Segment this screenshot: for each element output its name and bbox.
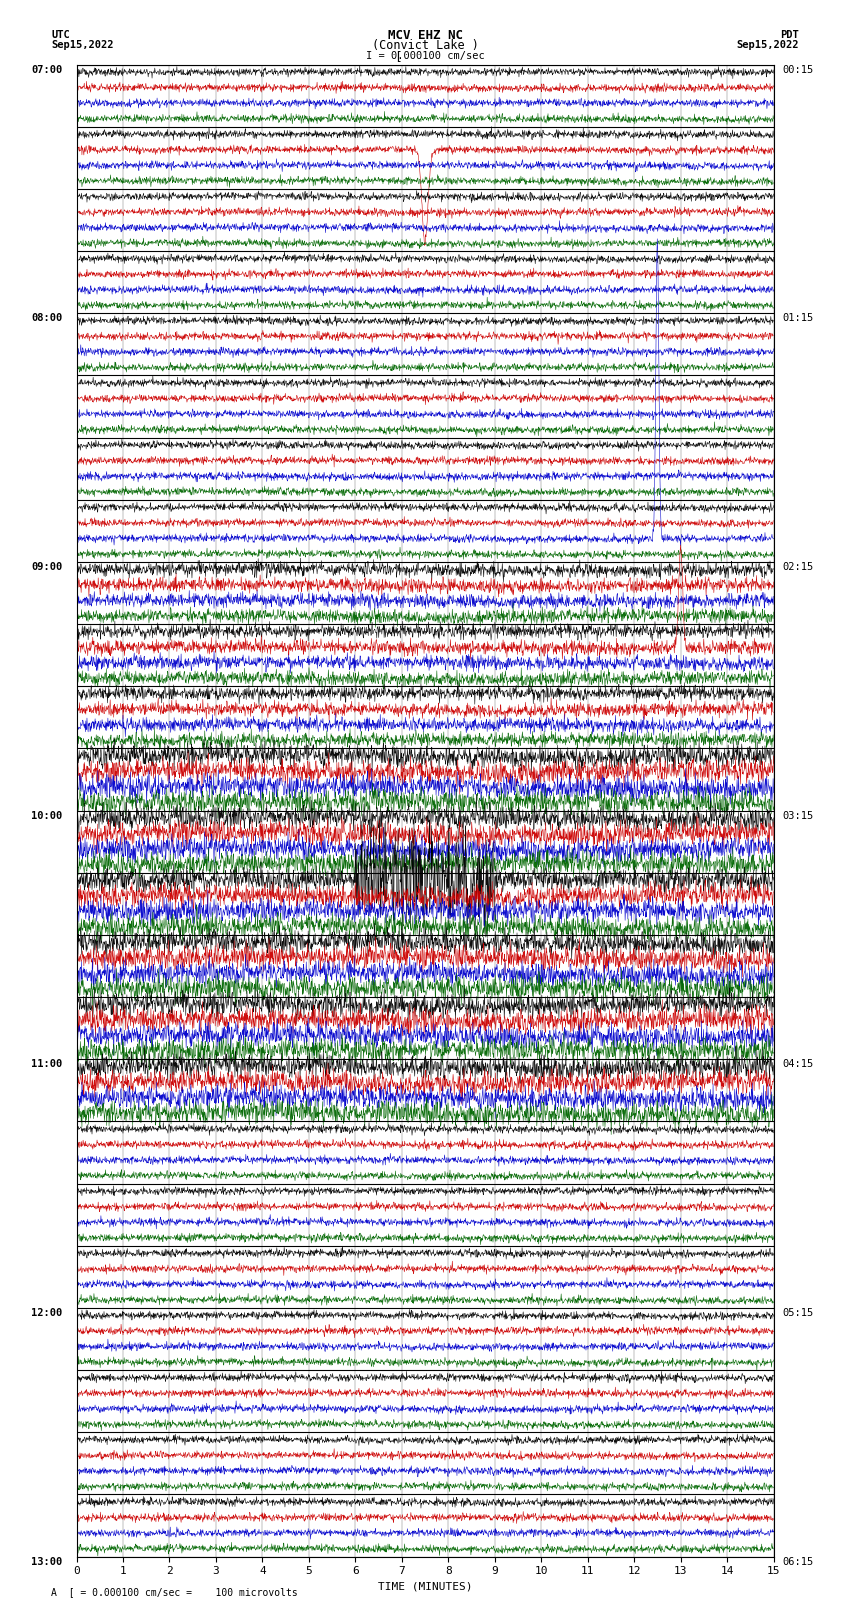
- Text: 06:15: 06:15: [783, 1557, 814, 1566]
- Text: 01:15: 01:15: [783, 313, 814, 323]
- Text: PDT: PDT: [780, 31, 799, 40]
- Text: Sep15,2022: Sep15,2022: [51, 40, 114, 50]
- Text: [: [: [394, 50, 401, 63]
- Text: 08:00: 08:00: [31, 313, 63, 323]
- X-axis label: TIME (MINUTES): TIME (MINUTES): [377, 1582, 473, 1592]
- Text: A  [ = 0.000100 cm/sec =    100 microvolts: A [ = 0.000100 cm/sec = 100 microvolts: [51, 1587, 298, 1597]
- Text: 04:15: 04:15: [783, 1060, 814, 1069]
- Text: 03:15: 03:15: [783, 811, 814, 821]
- Text: 10:00: 10:00: [31, 811, 63, 821]
- Text: 07:00: 07:00: [31, 65, 63, 74]
- Text: MCV EHZ NC: MCV EHZ NC: [388, 29, 462, 42]
- Text: 05:15: 05:15: [783, 1308, 814, 1318]
- Text: 00:15: 00:15: [783, 65, 814, 74]
- Text: 12:00: 12:00: [31, 1308, 63, 1318]
- Text: 02:15: 02:15: [783, 561, 814, 573]
- Text: UTC: UTC: [51, 31, 70, 40]
- Text: 11:00: 11:00: [31, 1060, 63, 1069]
- Text: I = 0.000100 cm/sec: I = 0.000100 cm/sec: [366, 52, 484, 61]
- Text: 09:00: 09:00: [31, 561, 63, 573]
- Text: Sep15,2022: Sep15,2022: [736, 40, 799, 50]
- Text: 13:00: 13:00: [31, 1557, 63, 1566]
- Text: (Convict Lake ): (Convict Lake ): [371, 39, 479, 52]
